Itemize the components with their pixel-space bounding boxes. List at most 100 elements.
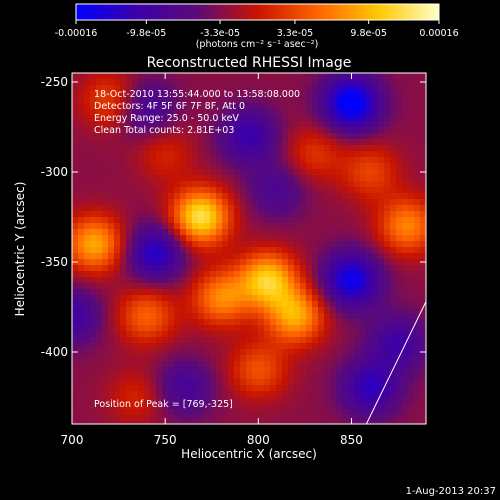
heatmap-cell <box>294 169 301 176</box>
heatmap-cell <box>132 133 139 140</box>
heatmap-cell <box>402 139 409 146</box>
heatmap-cell <box>216 259 223 266</box>
heatmap-cell <box>102 325 109 332</box>
heatmap-cell <box>126 343 133 350</box>
heatmap-cell <box>120 139 127 146</box>
heatmap-cell <box>258 133 265 140</box>
heatmap-cell <box>294 223 301 230</box>
heatmap-cell <box>330 343 337 350</box>
heatmap-cell <box>150 205 157 212</box>
heatmap-cell <box>336 343 343 350</box>
heatmap-cell <box>126 103 133 110</box>
heatmap-cell <box>138 277 145 284</box>
heatmap-cell <box>276 169 283 176</box>
heatmap-cell <box>126 115 133 122</box>
heatmap-cell <box>96 145 103 152</box>
heatmap-cell <box>378 271 385 278</box>
heatmap-cell <box>222 97 229 104</box>
heatmap-cell <box>84 97 91 104</box>
heatmap-cell <box>336 181 343 188</box>
heatmap-cell <box>252 337 259 344</box>
heatmap-cell <box>180 409 187 416</box>
heatmap-cell <box>306 235 313 242</box>
heatmap-cell <box>78 379 85 386</box>
heatmap-cell <box>336 187 343 194</box>
heatmap-cell <box>204 97 211 104</box>
heatmap-cell <box>156 337 163 344</box>
heatmap-cell <box>210 349 217 356</box>
heatmap-cell <box>270 97 277 104</box>
heatmap-cell <box>150 271 157 278</box>
heatmap-cell <box>354 301 361 308</box>
heatmap-cell <box>186 313 193 320</box>
heatmap-cell <box>408 133 415 140</box>
heatmap-cell <box>198 403 205 410</box>
heatmap-cell <box>186 211 193 218</box>
heatmap-cell <box>156 175 163 182</box>
heatmap-cell <box>408 85 415 92</box>
heatmap-cell <box>150 355 157 362</box>
heatmap-cell <box>312 103 319 110</box>
heatmap-cell <box>234 361 241 368</box>
heatmap-cell <box>366 337 373 344</box>
heatmap-cell <box>390 289 397 296</box>
heatmap-cell <box>348 205 355 212</box>
heatmap-cell <box>306 361 313 368</box>
heatmap-cell <box>420 295 426 302</box>
heatmap-cell <box>150 373 157 380</box>
heatmap-cell <box>180 229 187 236</box>
heatmap-cell <box>258 115 265 122</box>
heatmap-cell <box>300 181 307 188</box>
heatmap-cell <box>114 385 121 392</box>
heatmap-cell <box>174 145 181 152</box>
heatmap-cell <box>306 391 313 398</box>
heatmap-cell <box>252 187 259 194</box>
heatmap-cell <box>84 115 91 122</box>
heatmap-cell <box>234 241 241 248</box>
heatmap-cell <box>402 331 409 338</box>
heatmap-cell <box>384 283 391 290</box>
heatmap-cell <box>168 397 175 404</box>
heatmap-cell <box>420 229 426 236</box>
heatmap-cell <box>132 193 139 200</box>
heatmap-cell <box>84 85 91 92</box>
heatmap-cell <box>234 313 241 320</box>
heatmap-cell <box>150 253 157 260</box>
heatmap-cell <box>396 217 403 224</box>
heatmap-cell <box>330 265 337 272</box>
heatmap-cell <box>132 115 139 122</box>
heatmap-cell <box>354 235 361 242</box>
heatmap-cell <box>354 157 361 164</box>
heatmap-cell <box>78 301 85 308</box>
heatmap-cell <box>240 85 247 92</box>
heatmap-cell <box>420 199 426 206</box>
heatmap-cell <box>378 337 385 344</box>
heatmap-cell <box>240 205 247 212</box>
heatmap-cell <box>252 235 259 242</box>
heatmap-cell <box>72 361 79 368</box>
heatmap-cell <box>192 409 199 416</box>
heatmap-cell <box>180 127 187 134</box>
heatmap-cell <box>390 79 397 86</box>
heatmap-cell <box>114 355 121 362</box>
heatmap-cell <box>180 91 187 98</box>
heatmap-cell <box>306 373 313 380</box>
heatmap-cell <box>348 145 355 152</box>
heatmap-cell <box>372 163 379 170</box>
heatmap-cell <box>324 259 331 266</box>
heatmap-cell <box>312 355 319 362</box>
heatmap-cell <box>396 373 403 380</box>
heatmap-cell <box>240 115 247 122</box>
heatmap-cell <box>420 283 426 290</box>
heatmap-cell <box>234 289 241 296</box>
heatmap-cell <box>102 373 109 380</box>
heatmap-cell <box>246 313 253 320</box>
heatmap-cell <box>72 109 79 116</box>
heatmap-cell <box>324 235 331 242</box>
heatmap-cell <box>390 181 397 188</box>
heatmap-cell <box>342 265 349 272</box>
heatmap-cell <box>282 283 289 290</box>
heatmap-cell <box>90 265 97 272</box>
heatmap-cell <box>162 229 169 236</box>
heatmap-cell <box>336 241 343 248</box>
